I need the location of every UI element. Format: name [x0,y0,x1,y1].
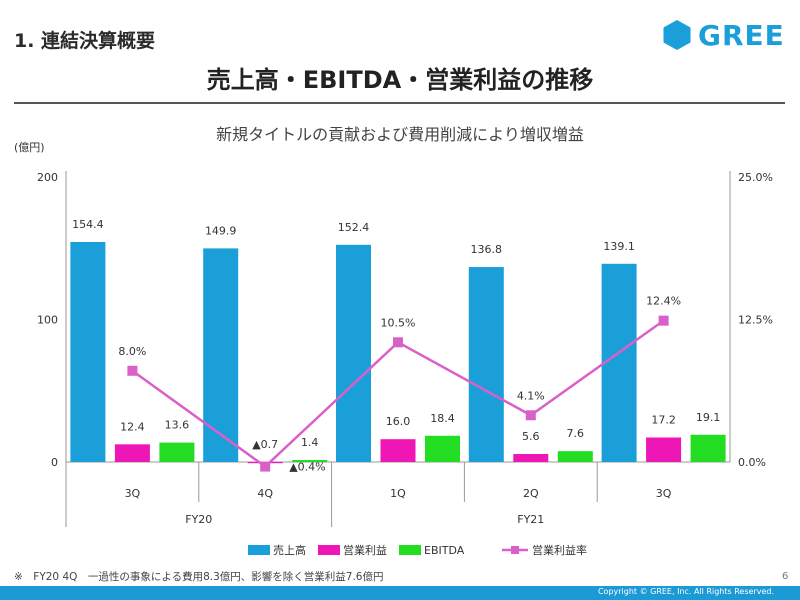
y-left-tick-label: 0 [51,456,58,469]
bar-EBITDA [690,434,726,462]
page-title: 売上高・EBITDA・営業利益の推移 [206,66,594,94]
x-tick-label: 4Q [257,487,273,500]
x-tick-label: 3Q [125,487,141,500]
margin-label: 4.1% [517,389,545,402]
bar-売上高 [468,267,504,462]
data-label: 19.1 [696,411,721,424]
margin-label: 12.4% [646,295,681,308]
legend-label: EBITDA [424,544,465,557]
page-number: 6 [782,571,789,582]
bar-営業利益 [114,444,150,462]
margin-point [393,337,403,348]
bar-EBITDA [159,442,195,462]
data-label: 1.4 [301,436,319,449]
margin-label: ▲0.4% [289,461,325,474]
data-label: 136.8 [471,243,503,256]
bar-売上高 [70,241,106,462]
data-label: 17.2 [651,413,676,426]
data-label: 16.0 [386,415,411,428]
logo-text: GREE [698,18,785,52]
copyright: Copyright © GREE, Inc. All Rights Reserv… [597,587,774,596]
margin-point [658,315,669,326]
margin-point [525,410,536,421]
bar-EBITDA [557,451,593,462]
legend-label: 売上高 [273,543,306,557]
data-label: 12.4 [120,420,145,433]
bar-売上高 [601,263,637,462]
data-label: 139.1 [603,240,635,253]
bar-営業利益 [513,454,549,462]
legend-label: 営業利益率 [532,543,587,557]
bar-EBITDA [425,435,460,462]
x-tick-label: 1Q [390,487,406,500]
y-right-tick-label: 12.5% [738,314,773,327]
hexagon-logo-icon [663,20,691,50]
bar-営業利益 [380,439,416,462]
group-label: FY20 [185,513,212,526]
unit-label: (億円) [14,141,45,154]
data-label: 13.6 [165,419,190,432]
margin-label: 10.5% [381,316,416,329]
legend-label: 営業利益 [343,543,387,557]
y-left-tick-label: 100 [37,314,58,327]
margin-point [127,365,138,376]
revenue-ebitda-profit-chart: 0 100 200 0.0% 12.5% 25.0% 3Q 4Q 1Q 2Q 3Q FY20 FY21 1… [37,171,773,557]
bar-EBITDA [292,460,328,462]
margin-label: 8.0% [118,345,146,358]
data-label: 149.9 [205,224,237,237]
data-label: ▲0.7 [252,438,278,451]
gree-logo: GREE [661,18,785,52]
x-tick-label: 2Q [523,487,539,500]
footnote: ※ FY20 4Q 一過性の事象による費用8.3億円、影響を除く営業利益7.6億… [14,571,384,583]
bar-営業利益 [646,437,682,462]
bar-売上高 [203,248,239,462]
data-label: 152.4 [338,221,370,234]
group-label: FY21 [517,513,544,526]
margin-point [260,461,271,472]
data-label: 18.4 [430,412,455,425]
data-label: 5.6 [522,430,540,443]
data-label: 7.6 [567,427,585,440]
legend-swatch [399,545,421,555]
y-right-tick-label: 0.0% [738,456,766,469]
legend-marker-swatch [511,546,519,554]
y-right-tick-label: 25.0% [738,171,773,184]
title-divider [14,102,785,104]
legend-swatch [318,545,340,555]
footer-bar: Copyright © GREE, Inc. All Rights Reserv… [0,586,800,600]
legend-swatch [248,545,270,555]
section-title: 1. 連結決算概要 [14,30,156,52]
x-tick-label: 3Q [656,487,672,500]
data-label: 154.4 [72,218,104,231]
bar-売上高 [336,244,371,462]
page-subtitle: 新規タイトルの貢献および費用削減により増収増益 [216,125,584,144]
y-left-tick-label: 200 [37,171,58,184]
